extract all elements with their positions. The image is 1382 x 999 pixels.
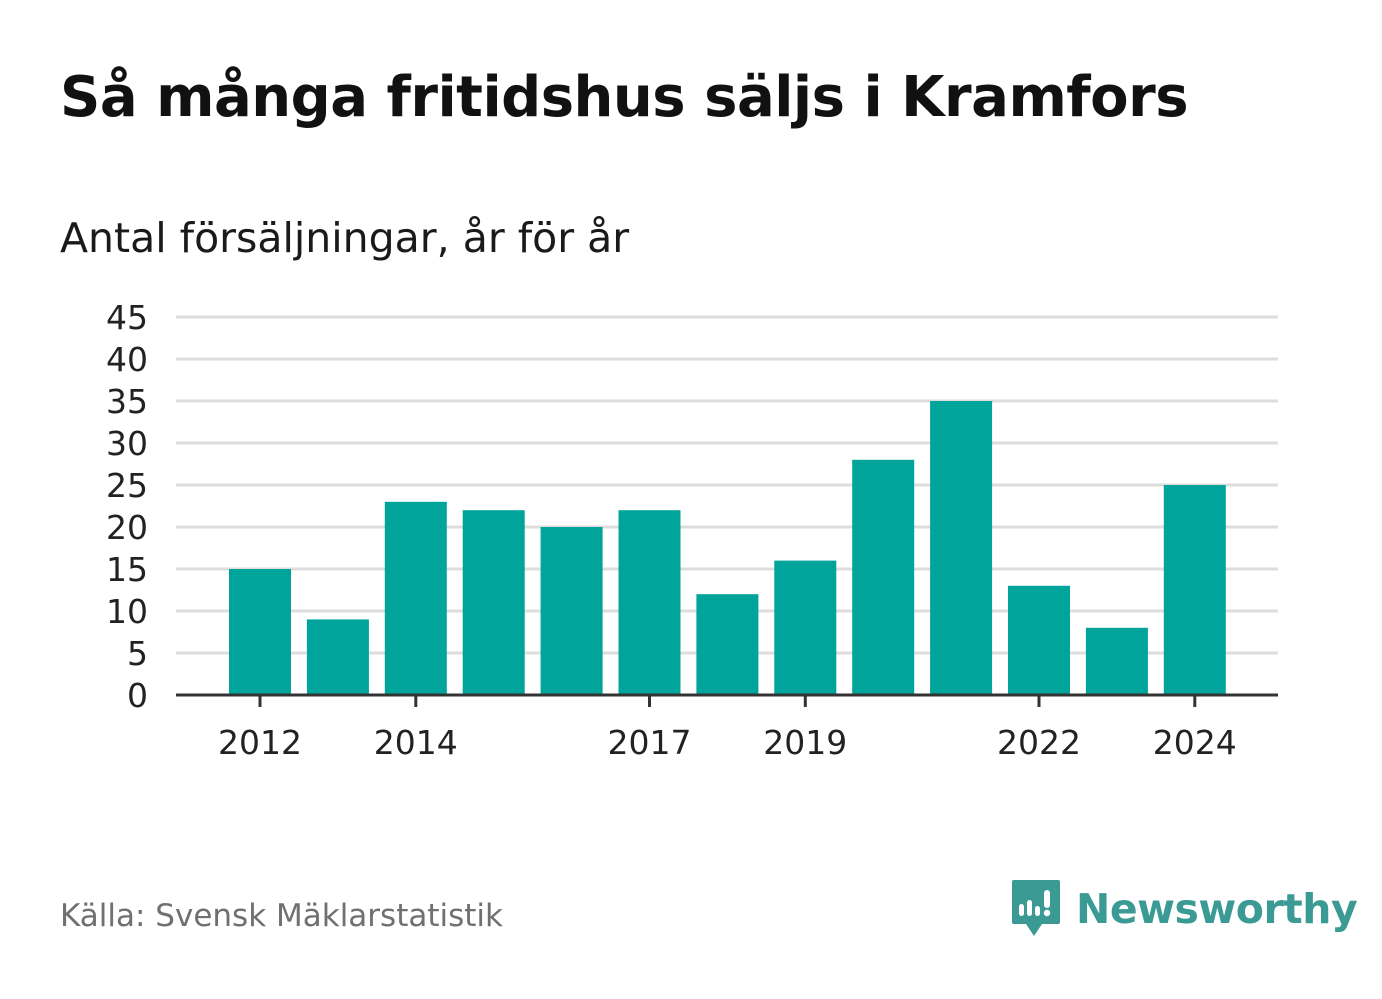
- grid-lines: [176, 315, 1278, 655]
- y-tick-label: 0: [127, 676, 148, 715]
- newsworthy-logo-icon: [1012, 880, 1060, 936]
- bar-2024: [1163, 485, 1226, 695]
- x-axis: [176, 693, 1278, 707]
- bar-2014: [384, 501, 447, 695]
- bar-2012: [229, 569, 291, 695]
- y-tick-label: 25: [106, 466, 148, 505]
- y-tick-label: 40: [106, 340, 148, 379]
- bar-2013: [306, 619, 369, 695]
- y-tick-label: 20: [106, 508, 148, 547]
- bar-2017: [618, 510, 681, 695]
- bar-2023: [1085, 627, 1148, 695]
- brand-name: Newsworthy: [1076, 885, 1358, 933]
- y-tick-label: 10: [106, 592, 148, 631]
- bar-2018: [696, 594, 759, 695]
- x-tick-label: 2017: [608, 723, 692, 762]
- chart-title: Så många fritidshus säljs i Kramfors: [60, 65, 1189, 130]
- x-tick-label: 2012: [218, 723, 302, 762]
- y-tick-label: 5: [127, 634, 148, 673]
- x-tick-label: 2019: [763, 723, 847, 762]
- brand-logo: Newsworthy: [1010, 878, 1358, 940]
- bar-2020: [852, 459, 915, 695]
- bar-2016: [540, 527, 603, 695]
- y-tick-label: 15: [106, 550, 148, 589]
- x-tick-label: 2014: [374, 723, 458, 762]
- x-tick-label: 2022: [997, 723, 1081, 762]
- y-tick-label: 35: [106, 382, 148, 421]
- bar-2019: [774, 560, 837, 695]
- y-tick-label: 30: [106, 424, 148, 463]
- y-tick-label: 45: [106, 298, 148, 337]
- x-tick-label: 2024: [1153, 723, 1237, 762]
- bar-2022: [1008, 585, 1070, 695]
- x-axis-tick-labels: 2012 2014 2017 2019 2022 2024: [218, 723, 1237, 762]
- bar-2015: [462, 510, 525, 695]
- source-note: Källa: Svensk Mäklarstatistik: [60, 898, 503, 934]
- bar-2021: [930, 401, 993, 695]
- bars: [229, 401, 1226, 695]
- chart-subtitle: Antal försäljningar, år för år: [60, 214, 630, 262]
